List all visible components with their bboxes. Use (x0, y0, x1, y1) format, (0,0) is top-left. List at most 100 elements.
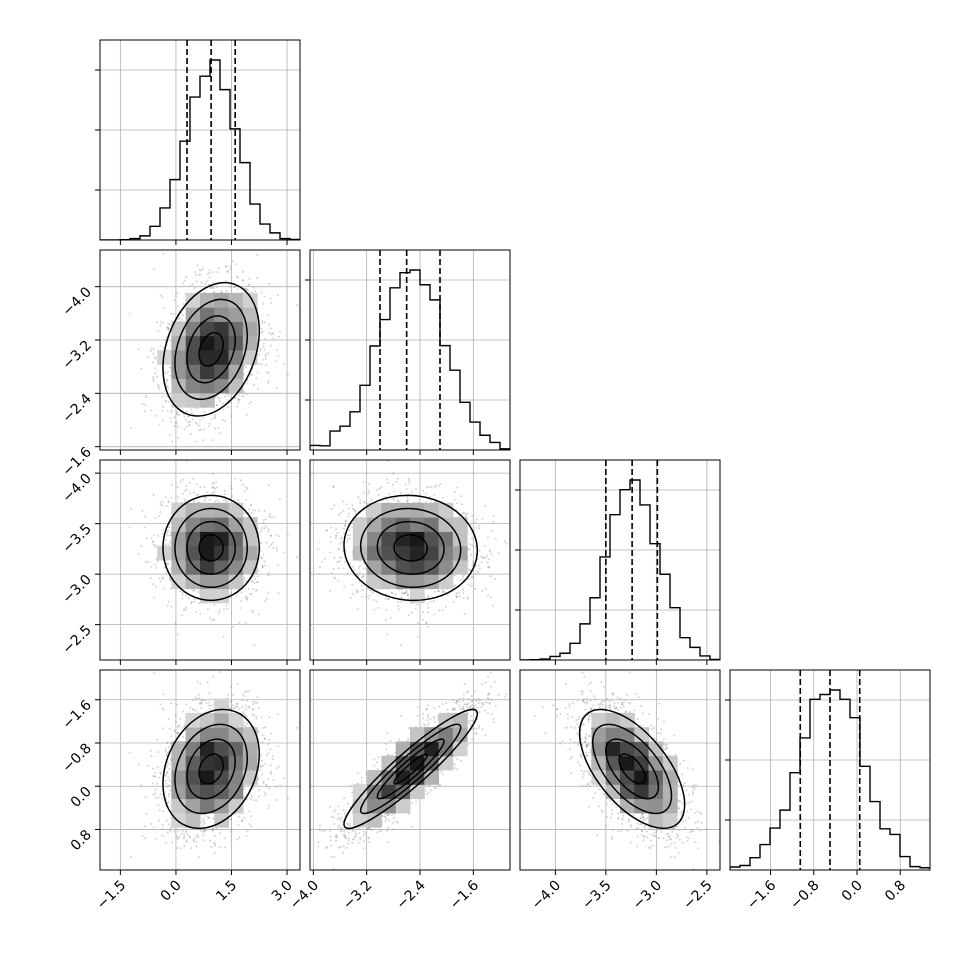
sample-point (261, 330, 264, 333)
sample-point (246, 596, 249, 599)
sample-point (239, 607, 242, 609)
sample-point (335, 528, 338, 531)
sample-point (212, 483, 215, 485)
sample-point (217, 397, 220, 399)
sample-point (170, 605, 173, 608)
sample-point (154, 545, 157, 548)
sample-point (512, 520, 514, 522)
sample-point (269, 333, 272, 336)
density-cell (214, 364, 230, 380)
sample-point (397, 500, 400, 503)
sample-point (212, 481, 215, 484)
sample-point (197, 429, 200, 432)
sample-point (258, 569, 261, 572)
sample-point (263, 527, 266, 530)
sample-point (166, 604, 169, 607)
sample-point (185, 425, 188, 428)
panel-frame (309, 249, 511, 451)
sample-point (267, 380, 270, 383)
sample-point (170, 409, 173, 411)
sample-point (166, 371, 169, 374)
sample-point (176, 318, 179, 321)
contour (186, 520, 236, 575)
sample-point (351, 504, 354, 507)
sample-point (337, 579, 340, 582)
sample-point (185, 489, 188, 491)
sample-point (167, 326, 170, 329)
sample-point (182, 314, 184, 317)
y-tick-label: −4.0 (59, 471, 94, 506)
sample-point (159, 511, 162, 513)
sample-point (211, 439, 214, 442)
sample-point (254, 509, 257, 512)
sample-point (154, 544, 157, 547)
sample-point (230, 591, 232, 594)
sample-point (165, 571, 168, 574)
sample-point (246, 487, 249, 490)
sample-point (257, 387, 259, 390)
sample-point (245, 365, 247, 368)
sample-point (165, 562, 168, 565)
sample-point (252, 575, 255, 578)
sample-point (261, 322, 263, 325)
sample-point (212, 492, 215, 494)
sample-point (154, 585, 157, 588)
sample-point (251, 580, 254, 583)
sample-point (425, 621, 428, 624)
density-cell (157, 350, 172, 365)
sample-point (476, 569, 478, 572)
sample-point (216, 486, 219, 488)
sample-point (243, 364, 246, 367)
sample-point (261, 358, 264, 361)
sample-point (174, 421, 177, 424)
sample-point (261, 566, 264, 569)
sample-point (165, 380, 168, 383)
sample-point (161, 500, 164, 503)
sample-point (140, 367, 143, 370)
sample-point (257, 581, 259, 584)
sample-point (156, 451, 158, 453)
sample-point (223, 420, 226, 423)
sample-point (176, 412, 179, 415)
sample-point (209, 617, 212, 619)
sample-point (262, 302, 265, 305)
sample-point (257, 527, 260, 530)
sample-point (208, 269, 211, 272)
sample-point (349, 562, 352, 565)
density-cell (242, 517, 258, 532)
sample-point (197, 424, 200, 427)
sample-point (171, 440, 174, 443)
sample-point (253, 582, 256, 585)
density-cell (242, 321, 258, 337)
sample-point (492, 604, 494, 607)
sample-point (368, 589, 371, 591)
sample-point (262, 522, 265, 524)
sample-point (184, 594, 187, 597)
sample-point (189, 408, 192, 411)
sample-point (220, 289, 223, 292)
sample-point (411, 490, 413, 493)
sample-point (236, 288, 239, 291)
density-cell (171, 350, 187, 365)
sample-point (251, 609, 254, 612)
density-cell (171, 335, 187, 351)
sample-point (195, 280, 198, 283)
sample-point (321, 560, 324, 563)
panel-frame (99, 459, 301, 661)
sample-point (339, 542, 342, 545)
sample-point (265, 363, 268, 366)
sample-point (161, 576, 164, 579)
density-cell (200, 350, 215, 365)
sample-point (235, 595, 238, 598)
sample-point (144, 515, 147, 518)
sample-point (188, 423, 191, 426)
sample-point (265, 541, 268, 544)
sample-point (430, 500, 432, 503)
sample-point (202, 416, 205, 419)
sample-point (191, 589, 194, 592)
sample-point (214, 427, 217, 430)
density-cell (185, 378, 201, 394)
sample-point (184, 608, 187, 611)
sample-point (286, 532, 289, 535)
sample-point (264, 564, 267, 567)
